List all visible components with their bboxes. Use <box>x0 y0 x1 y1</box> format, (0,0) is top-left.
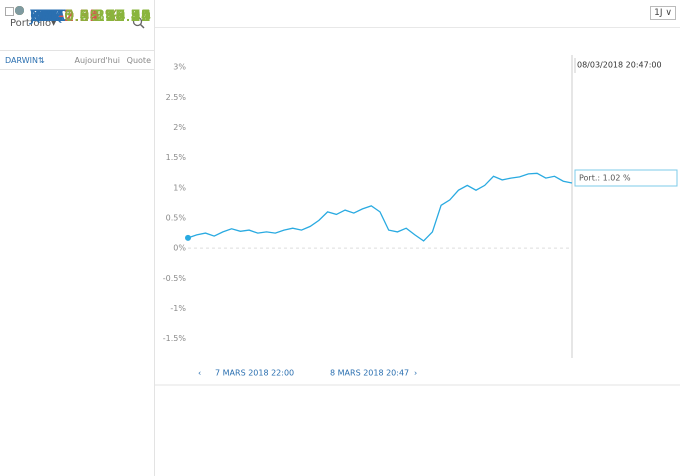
y-tick-label: -0.5% <box>163 274 187 283</box>
change: 3.26 % <box>64 6 120 25</box>
darwin-name: NTI <box>30 6 57 25</box>
search-icon[interactable] <box>132 16 145 29</box>
tooltip-value: Port.: 1.02 % <box>579 174 631 183</box>
quote: 94.52 <box>105 6 151 25</box>
y-tick-label: -1% <box>170 304 186 313</box>
change: 0.00 % <box>64 6 120 25</box>
quote: 149.56 <box>95 6 151 25</box>
darwin-name: QUA <box>30 6 66 25</box>
darwin-name: PLF <box>30 6 58 25</box>
darwin-name: FEG <box>30 6 62 25</box>
period-select[interactable]: 1J ∨ <box>650 6 676 20</box>
y-tick-label: 1% <box>173 183 186 192</box>
quote: 244.11 <box>95 6 151 25</box>
darwin-name: STN <box>30 6 62 25</box>
change: 0.55 % <box>64 6 120 25</box>
prev-arrow[interactable]: ‹ <box>198 369 201 378</box>
quote: 222.80 <box>95 6 151 25</box>
change: -1.59 % <box>58 6 120 25</box>
quote: 140.39 <box>95 6 151 25</box>
change: 5.69 % <box>64 6 120 25</box>
change: 0.38 % <box>64 6 120 25</box>
quote: 276.14 <box>95 6 151 25</box>
darwin-name: DWC <box>30 6 70 25</box>
change: -0.36 % <box>58 6 120 25</box>
change: 0.00 % <box>64 6 120 25</box>
change: 1.48 % <box>64 6 120 25</box>
quote: 130.30 <box>95 6 151 25</box>
change: -0.35 % <box>58 6 120 25</box>
y-tick-label: -1.5% <box>163 334 187 343</box>
portfolio-dropdown[interactable]: Portfolio▾ <box>10 18 57 29</box>
y-tick-label: 1.5% <box>166 153 187 162</box>
change: 0.00 % <box>64 6 120 25</box>
next-arrow[interactable]: › <box>414 369 417 378</box>
toolbar: 1J ∨ <box>155 0 680 28</box>
quote: 117.40 <box>95 6 151 25</box>
header-change[interactable]: Aujourd'hui <box>74 56 120 65</box>
x-label: 8 MARS 2018 20:47 <box>330 369 409 378</box>
darwin-name: PIK <box>30 6 55 25</box>
quote: 258.26 <box>95 6 151 25</box>
change: 2.99 % <box>64 6 120 25</box>
header-darwin[interactable]: DARWIN⇅ <box>5 56 45 65</box>
y-tick-label: 2.5% <box>166 93 187 102</box>
color-dot <box>15 6 24 15</box>
tooltip-date: 08/03/2018 20:47:00 <box>577 61 662 70</box>
darwin-name: ERQ <box>30 6 64 25</box>
quote: 104.75 <box>95 6 151 25</box>
darwin-name: KWC <box>30 6 67 25</box>
darwin-name: KVL <box>30 6 61 25</box>
darwin-name: UAF <box>30 6 62 25</box>
darwin-name: PGH <box>30 6 65 25</box>
quote: 137.92 <box>95 6 151 25</box>
change: 2.31 % <box>64 6 120 25</box>
header-text: DARWIN <box>5 56 38 65</box>
y-tick-label: 0% <box>173 244 186 253</box>
table-header: DARWIN⇅ Aujourd'hui Quote <box>0 50 154 70</box>
change: -2.30 % <box>58 6 120 25</box>
darwin-name: EZX <box>30 6 63 25</box>
darwin-name: VFL <box>30 6 60 25</box>
quote: 150.15 <box>95 6 151 25</box>
change: 0.00 % <box>64 6 120 25</box>
y-tick-label: 3% <box>173 63 186 72</box>
change: -0.04 % <box>58 6 120 25</box>
chart: 3% 2.5% 2% 1.5% 1% 0.5% 0% -0.5% -1% -1.5% 08/03/2… <box>155 55 680 386</box>
quote: 328.44 <box>95 6 151 25</box>
tooltip-box <box>574 169 678 187</box>
start-point <box>185 234 191 241</box>
header-quote[interactable]: Quote <box>126 56 151 65</box>
x-label: 7 MARS 2018 22:00 <box>215 369 294 378</box>
change: -0.32 % <box>58 6 120 25</box>
quote: 123.25 <box>95 6 151 25</box>
darwin-name: JGC <box>30 6 59 25</box>
series-line <box>187 172 573 242</box>
dropdown-label: Portfolio <box>10 18 52 29</box>
y-tick-label: 2% <box>173 123 186 132</box>
change: 2.69 % <box>64 6 120 25</box>
sidebar: Portfolio▾ DARWIN⇅ Aujourd'hui Quote DLF… <box>0 0 155 476</box>
checkbox[interactable] <box>5 7 14 16</box>
quote: 212.89 <box>95 6 151 25</box>
darwin-name: PUL <box>30 6 61 25</box>
quote: 140.79 <box>95 6 151 25</box>
quote: 166.14 <box>95 6 151 25</box>
y-tick-label: 0.5% <box>166 213 187 222</box>
quote: 254.26 <box>95 6 151 25</box>
darwin-name: LVS <box>30 6 59 25</box>
period-text: 1J <box>654 8 663 18</box>
darwin-name: DLF <box>30 6 61 25</box>
